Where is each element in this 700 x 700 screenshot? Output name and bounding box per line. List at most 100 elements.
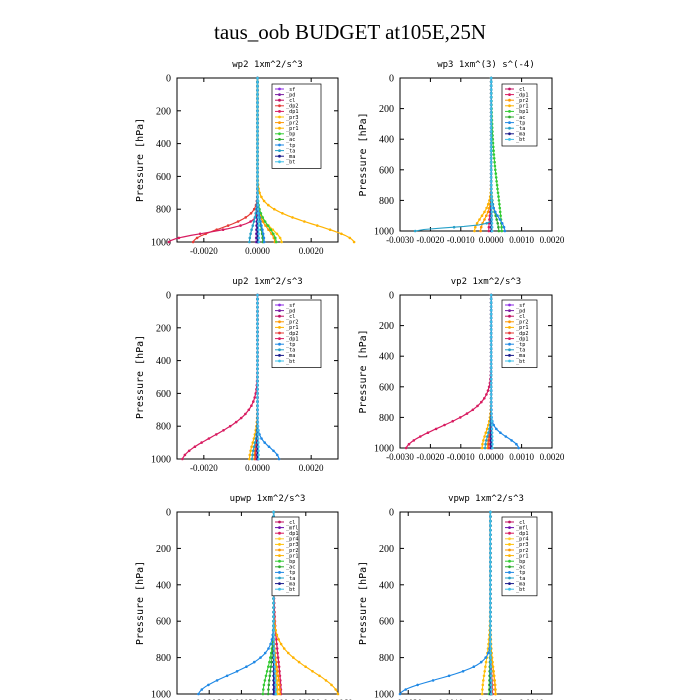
series-point-bp [493,164,497,168]
legend-label: _ma [286,581,295,587]
legend-label: _cl [286,98,295,104]
series-point-bt [489,565,492,568]
y-tick-label: 0 [389,508,394,519]
series-point-dp1 [247,408,251,412]
series-point-tp [498,218,502,221]
legend-label: _pr1 [286,553,299,559]
series-point-pr1 [483,435,486,438]
panel-0: 0 200 400 600 800 1000 -0.0020 0.0000 0.0020 wp2 … [135,60,356,256]
series-point-bt [489,88,493,91]
series-point-bt [489,674,493,678]
y-tick-label: 200 [379,544,394,555]
series-point-bt [273,665,277,668]
series-point-tp [495,427,498,431]
series-point-bt [272,651,276,655]
series-point-dp2 [487,442,491,446]
y-tick-label: 200 [379,321,394,332]
series-point-tp [494,210,497,214]
series-point-ac [270,660,273,664]
panel-title: vpwp 1xm^2/s^3 [448,494,524,504]
legend-marker [278,543,281,546]
series-point-bt [489,679,493,682]
series-point-bt [489,176,493,179]
series-point-bt [256,416,260,420]
series-point-bt [256,326,259,330]
series-point-pr1 [480,214,484,217]
legend-marker [278,326,281,329]
series-point-bt [490,229,494,233]
series-point-dp1 [244,412,247,416]
x-tick-label: -0.0010 [435,698,463,700]
series-line-dp1 [405,295,492,449]
figure-title: taus_oob BUDGET at105E,25N [213,20,486,44]
x-tick-label: -0.0020 [417,452,445,462]
legend-label: _sf [516,303,525,309]
series-point-bt [489,528,492,532]
series-point-bt [489,538,492,541]
legend-label: _dp2 [286,104,299,110]
legend-marker [508,115,511,119]
legend-marker [278,587,281,591]
legend-marker [278,115,281,119]
series-point-pr2 [278,683,281,687]
series-point-bt [489,332,493,335]
legend-marker [508,320,511,324]
series-point-pr1 [481,442,484,446]
legend-label: _ta [516,126,525,132]
series-point-bt [489,103,493,107]
series-point-pr1 [334,688,338,691]
series-point-bt [490,191,493,195]
series-point-pr2 [479,229,482,233]
legend-label: _bp [286,132,295,138]
series-point-bt [489,84,493,87]
series-point-bt [256,154,259,158]
series-point-dp1 [253,396,256,399]
series-point-tp [404,688,408,691]
series-point-bt [489,157,493,160]
legend-label: _bt [286,160,295,166]
panel-title: upwp 1xm^2/s^3 [230,494,306,504]
series-point-dp1 [465,412,469,415]
legend-label: _ac [286,137,295,143]
series-point-bt [490,404,493,408]
series-point-tp [484,656,488,659]
legend-label: _pd [516,308,525,314]
series-point-pr1 [487,423,490,427]
legend-marker [278,126,281,130]
y-tick-label: 400 [156,139,171,150]
series-point-tp [496,214,499,217]
legend-marker [508,565,511,569]
legend-label: _dp1 [286,336,299,342]
y-axis-label: Pressure [hPa] [358,561,369,645]
series-point-pr2 [267,228,270,231]
series-point-bt [489,309,493,312]
series-point-bt [256,338,259,342]
series-point-tp [275,453,279,457]
series-point-bt [490,412,493,415]
series-point-tp [486,651,490,655]
series-point-bt [489,556,492,559]
series-point-bt [274,679,277,682]
series-point-pr3 [482,674,486,678]
legend-marker [508,121,511,124]
series-point-bt [490,195,493,198]
series-point-pr2 [270,232,273,236]
series-point-ta [485,439,488,442]
series-point-pr1 [304,665,307,668]
legend-label: _pr4 [286,537,299,543]
series-point-pr1 [250,445,253,449]
legend-label: _dp2 [516,331,529,337]
legend-label: _ta [286,348,295,354]
series-point-bt [256,113,259,117]
series-point-tp [215,679,219,682]
series-point-dp1 [278,670,281,673]
series-point-bt [489,172,493,175]
legend-label: _pr2 [516,98,529,104]
series-point-dp1 [480,400,483,404]
series-point-bt [489,164,493,168]
series-point-bp [500,225,503,229]
y-tick-label: 400 [156,356,171,367]
series-point-dp1 [487,385,491,389]
series-point-ac [267,688,270,691]
